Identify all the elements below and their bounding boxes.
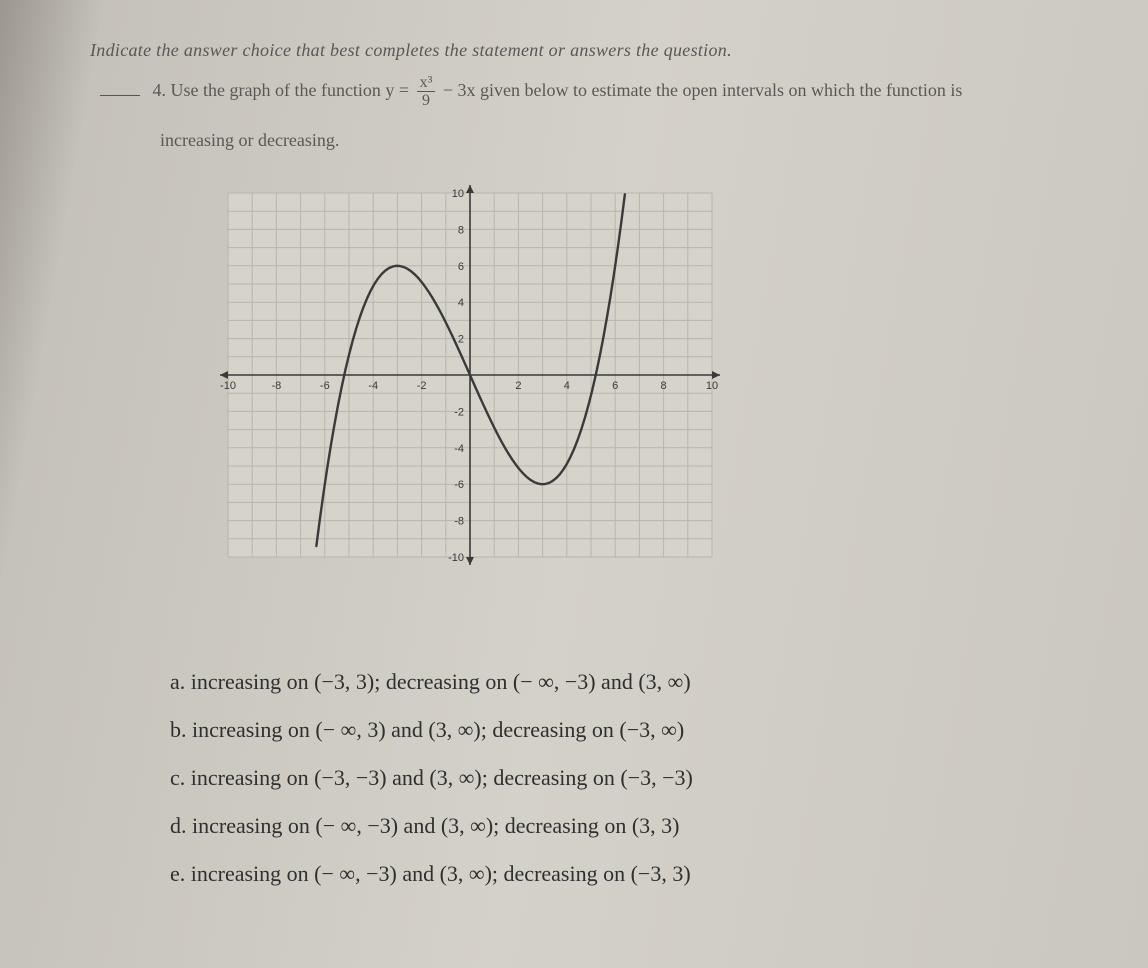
- choice-b: b. increasing on (− ∞, 3) and (3, ∞); de…: [170, 708, 693, 752]
- question-line-1: 4. Use the graph of the function y = x³ …: [100, 75, 962, 109]
- answer-choices: a. increasing on (−3, 3); decreasing on …: [170, 660, 693, 900]
- svg-text:8: 8: [458, 224, 464, 236]
- choice-c: c. increasing on (−3, −3) and (3, ∞); de…: [170, 756, 693, 800]
- svg-text:-6: -6: [454, 479, 464, 491]
- svg-text:-8: -8: [272, 380, 282, 392]
- choice-d: d. increasing on (− ∞, −3) and (3, ∞); d…: [170, 804, 693, 848]
- svg-text:10: 10: [706, 380, 718, 392]
- svg-text:-4: -4: [368, 380, 378, 392]
- question-line-2: increasing or decreasing.: [160, 130, 339, 151]
- svg-text:4: 4: [564, 380, 570, 392]
- svg-text:-10: -10: [448, 552, 464, 564]
- svg-text:-8: -8: [454, 516, 464, 528]
- fraction-numerator: x³: [417, 75, 436, 92]
- svg-text:2: 2: [458, 334, 464, 346]
- worksheet-page: Indicate the answer choice that best com…: [0, 0, 1148, 968]
- function-graph: -10 -8 -6 -4 -2 2 4 6 8 10 -10 -8 -6 -4 -2 2 4 6 8 10: [210, 175, 730, 575]
- fraction: x³ 9: [417, 75, 436, 109]
- choice-e: e. increasing on (− ∞, −3) and (3, ∞); d…: [170, 852, 693, 896]
- svg-text:10: 10: [452, 188, 464, 200]
- fraction-denominator: 9: [417, 92, 436, 109]
- choice-a: a. increasing on (−3, 3); decreasing on …: [170, 660, 693, 704]
- svg-text:4: 4: [458, 297, 464, 309]
- question-prefix: Use the graph of the function y =: [171, 80, 410, 100]
- svg-text:-2: -2: [454, 406, 464, 418]
- svg-text:-2: -2: [417, 380, 427, 392]
- answer-blank: [100, 95, 140, 96]
- svg-text:8: 8: [661, 380, 667, 392]
- question-number: 4.: [153, 80, 167, 100]
- question-suffix: − 3x given below to estimate the open in…: [443, 80, 963, 100]
- svg-text:-6: -6: [320, 380, 330, 392]
- svg-text:-4: -4: [454, 443, 464, 455]
- instruction-text: Indicate the answer choice that best com…: [90, 40, 732, 61]
- svg-text:2: 2: [515, 380, 521, 392]
- graph-container: -10 -8 -6 -4 -2 2 4 6 8 10 -10 -8 -6 -4 -2 2 4 6 8 10: [210, 175, 730, 575]
- svg-text:6: 6: [458, 261, 464, 273]
- svg-text:-10: -10: [220, 380, 236, 392]
- svg-text:6: 6: [612, 380, 618, 392]
